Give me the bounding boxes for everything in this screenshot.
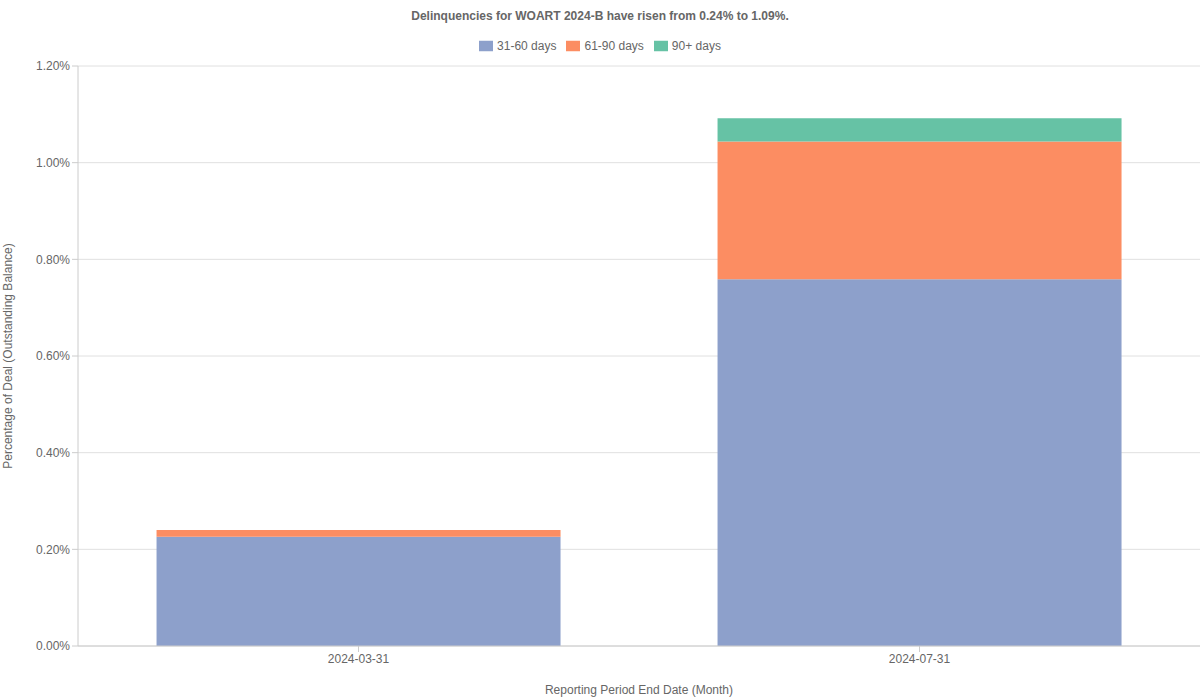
svg-text:0.40%: 0.40% xyxy=(36,446,70,460)
svg-text:0.60%: 0.60% xyxy=(36,349,70,363)
svg-text:1.00%: 1.00% xyxy=(36,156,70,170)
html-text:Delinquencies for WOART 2024-B: Delinquencies for WOART 2024-B have rise… xyxy=(411,9,789,23)
svg-text:0.80%: 0.80% xyxy=(36,253,70,267)
html-text:90+ days: 90+ days xyxy=(671,39,721,53)
html-text:61-90 days: 61-90 days xyxy=(584,39,644,53)
html-text:31-60 days: 31-60 days xyxy=(497,39,557,53)
svg-text:2024-03-31: 2024-03-31 xyxy=(328,652,390,666)
svg-text:0.20%: 0.20% xyxy=(36,543,70,557)
svg-text:Reporting Period End Date (Mon: Reporting Period End Date (Month) xyxy=(545,683,733,697)
svg-text:0.00%: 0.00% xyxy=(36,639,70,653)
svg-text:1.20%: 1.20% xyxy=(36,59,70,73)
svg-text:2024-07-31: 2024-07-31 xyxy=(889,652,951,666)
svg-text:Percentage of Deal (Outstandin: Percentage of Deal (Outstanding Balance) xyxy=(8,243,15,468)
